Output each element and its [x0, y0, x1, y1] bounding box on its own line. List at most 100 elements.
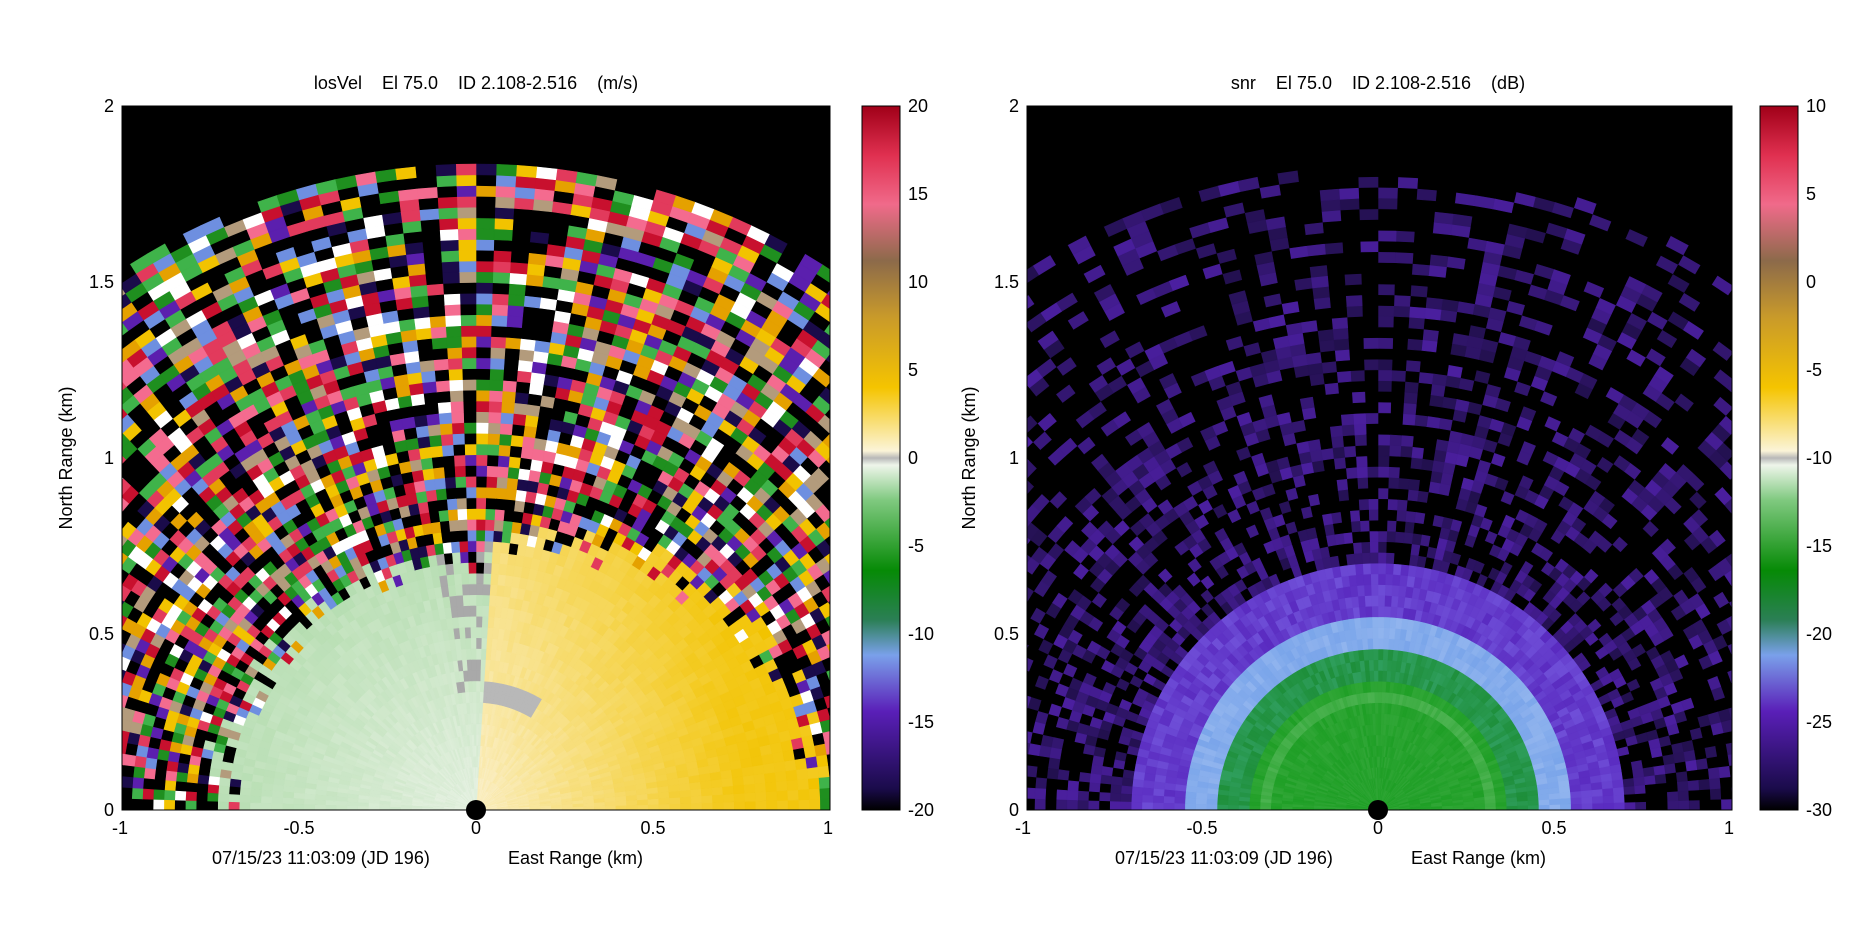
losvel-cell [163, 790, 176, 801]
losvel-cell [31, 667, 46, 684]
losvel-cell [833, 544, 850, 562]
losvel-cell [743, 783, 756, 794]
losvel-cell [174, 790, 187, 802]
losvel-cell [447, 357, 463, 370]
losvel-cell [902, 653, 917, 670]
losvel-cell [475, 669, 481, 682]
losvel-cell [947, 620, 963, 639]
losvel-cell [475, 723, 480, 736]
losvel-cell [837, 464, 856, 483]
losvel-cell [949, 702, 963, 719]
losvel-cell [957, 616, 973, 635]
losvel-cell [4, 751, 16, 767]
losvel-cell [33, 552, 50, 571]
losvel-cell [841, 619, 856, 635]
losvel-cell [848, 749, 860, 762]
losvel-cell [485, 648, 492, 661]
losvel-cell [520, 327, 538, 341]
losvel-cell [238, 794, 251, 804]
losvel-cell [29, 725, 42, 741]
losvel-cell [492, 530, 503, 543]
losvel-cell [207, 784, 220, 795]
losvel-cell [970, 778, 982, 794]
losvel-cell [0, 795, 3, 810]
losvel-cell [462, 378, 477, 391]
losvel-cell [81, 655, 96, 671]
losvel-cell [102, 608, 118, 625]
losvel-cell [482, 594, 490, 607]
losvel-cell [408, 382, 424, 396]
losvel-cell [424, 402, 439, 416]
losvel-cell [51, 729, 64, 744]
losvel-cell [475, 508, 486, 520]
losvel-cell [35, 782, 46, 796]
losvel-cell [465, 648, 472, 660]
losvel-cell [41, 608, 57, 626]
losvel-cell [24, 782, 35, 797]
losvel-cell [78, 468, 97, 487]
losvel-cell [487, 411, 502, 424]
losvel-cell [487, 433, 501, 446]
losvel-cell [485, 497, 496, 510]
losvel-cell [14, 542, 32, 562]
losvel-cell [845, 456, 864, 475]
losvel-cell [436, 390, 451, 404]
losvel-cell [467, 551, 477, 563]
losvel-cell [962, 666, 977, 684]
losvel-cell [840, 775, 852, 788]
losvel-cell [87, 568, 104, 586]
losvel-cell [947, 654, 962, 672]
losvel-cell [86, 475, 104, 494]
losvel-cell [35, 796, 46, 810]
losvel-cell [776, 790, 789, 801]
losvel-cell [81, 748, 93, 762]
losvel-cell [13, 781, 24, 796]
losvel-cell [303, 804, 315, 810]
losvel-cell [6, 736, 19, 752]
losvel-cell [79, 760, 91, 773]
losvel-cell [959, 700, 973, 718]
losvel-cell [845, 687, 859, 702]
losvel-cell [842, 520, 860, 538]
losvel-cell [91, 659, 106, 675]
losvel-cell [840, 574, 856, 591]
losvel-cell [841, 786, 852, 798]
losvel-cell [52, 674, 66, 690]
losvel-cell [0, 601, 2, 620]
losvel-cell [958, 763, 970, 779]
losvel-cell [164, 770, 178, 782]
losvel-cell [90, 699, 104, 714]
losvel-cell [963, 715, 976, 732]
losvel-cell [48, 687, 62, 703]
losvel-cell [994, 709, 1008, 727]
losvel-cell [604, 805, 617, 810]
losvel-cell [108, 716, 121, 730]
losvel-cell [441, 541, 453, 554]
losvel-cell [518, 457, 532, 471]
losvel-cell [102, 508, 120, 526]
losvel-cell [916, 664, 931, 681]
losvel-cell [208, 767, 222, 778]
losvel-cell [444, 314, 462, 327]
losvel-cell [475, 615, 483, 628]
losvel-cell [20, 632, 35, 650]
losvel-cell [475, 691, 481, 703]
losvel-cell [73, 592, 89, 609]
losvel-cell [953, 581, 970, 601]
losvel-cell [850, 761, 862, 774]
losvel-cell [497, 563, 508, 576]
losvel-cell [486, 454, 499, 467]
losvel-cell [903, 755, 915, 770]
losvel-cell [952, 717, 965, 734]
losvel-cell [58, 757, 70, 771]
losvel-cell [451, 433, 465, 446]
losvel-cell [97, 675, 111, 690]
losvel-cell [956, 684, 970, 702]
losvel-cell [498, 552, 509, 565]
losvel-cell [3, 690, 17, 707]
losvel-cell [519, 338, 536, 352]
losvel-cell [712, 801, 724, 810]
losvel-cell [507, 293, 525, 307]
losvel-cell [700, 787, 713, 797]
losvel-cell [447, 508, 459, 521]
